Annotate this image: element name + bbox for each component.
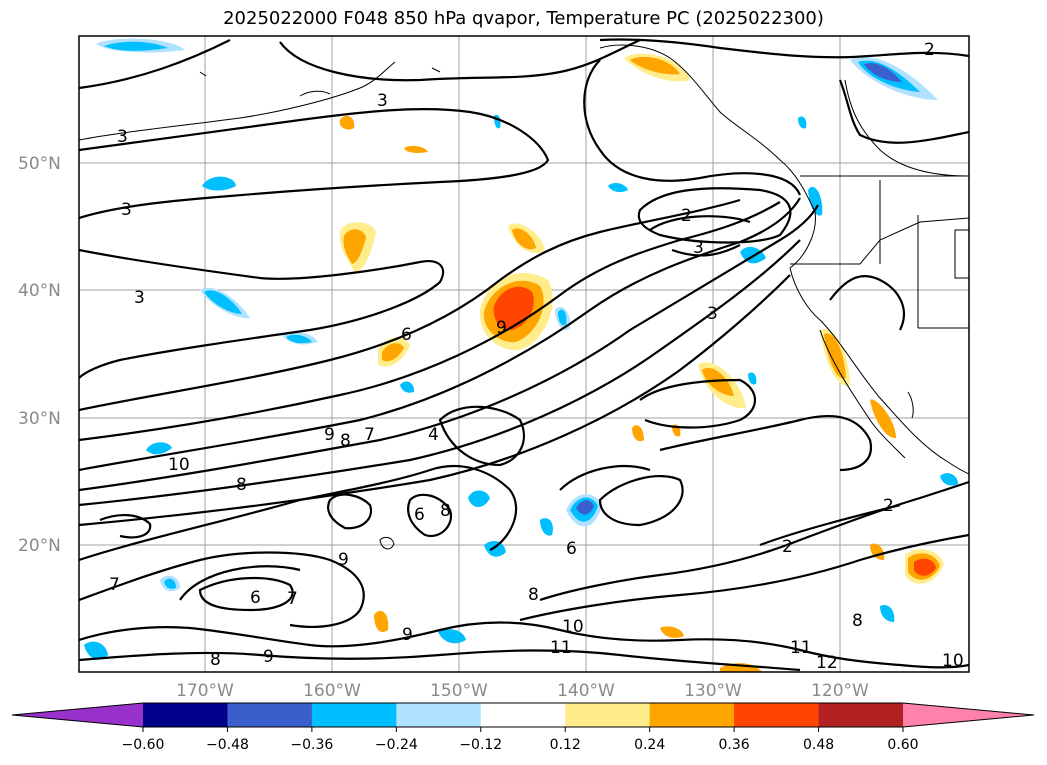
colorbar-segment xyxy=(565,703,651,727)
lon-label: 140°W xyxy=(557,681,615,701)
colorbar-tick-label: 0.60 xyxy=(887,737,918,753)
contour-label: 2 xyxy=(681,206,692,226)
contour-label: 8 xyxy=(236,475,247,495)
map-frame xyxy=(78,35,970,673)
colorbar-tick-label: −0.60 xyxy=(122,737,165,753)
contour-label: 11 xyxy=(790,638,812,658)
lat-label: 20°N xyxy=(18,536,61,556)
contour-label: 6 xyxy=(250,588,261,608)
contour-label: 3 xyxy=(377,91,388,111)
contour-label: 8 xyxy=(210,650,221,670)
lon-label: 130°W xyxy=(684,681,742,701)
contour-label: 8 xyxy=(440,501,451,521)
lat-label: 50°N xyxy=(18,154,61,174)
colorbar-tick-label: 0.48 xyxy=(803,737,834,753)
colorbar-tick-label: 0.24 xyxy=(634,737,665,753)
contour-label: 9 xyxy=(338,550,349,570)
contour-label: 9 xyxy=(402,625,413,645)
contour-label: 2 xyxy=(924,40,935,60)
contour-label: 8 xyxy=(528,585,539,605)
contour-label: 6 xyxy=(401,325,412,345)
colorbar-ticks: −0.60 −0.48 −0.36 −0.24 −0.12 0.12 0.24 0.36 0.4… xyxy=(122,727,919,753)
lon-label: 150°W xyxy=(430,681,488,701)
colorbar-tick-label: 0.36 xyxy=(719,737,750,753)
lon-label: 160°W xyxy=(303,681,361,701)
colorbar-tick-label: −0.12 xyxy=(459,737,502,753)
contour-label: 3 xyxy=(134,288,145,308)
contour-label: 11 xyxy=(550,638,572,658)
lon-label: 120°W xyxy=(811,681,869,701)
colorbar-segment xyxy=(311,703,397,727)
contour-label: 10 xyxy=(942,651,964,671)
lat-label: 40°N xyxy=(18,281,61,301)
colorbar-segment xyxy=(734,703,820,727)
contour-label: 6 xyxy=(414,505,425,525)
colorbar-tick-label: −0.48 xyxy=(206,737,249,753)
contour-label: 9 xyxy=(324,425,335,445)
contour-label: 4 xyxy=(428,425,439,445)
contour-labels: 2 3 3 3 3 2 3 3 6 9 9 8 7 4 10 8 8 6 9 6… xyxy=(109,40,964,673)
temperature-contours xyxy=(79,38,969,672)
contour-label: 7 xyxy=(109,575,120,595)
contour-label: 7 xyxy=(287,589,298,609)
contour-label: 10 xyxy=(562,617,584,637)
lat-label: 30°N xyxy=(18,409,61,429)
lon-label: 170°W xyxy=(176,681,234,701)
contour-label: 8 xyxy=(340,431,351,451)
colorbar-segment xyxy=(227,703,313,727)
contour-label: 9 xyxy=(496,318,507,338)
colorbar-segment xyxy=(480,703,566,727)
colorbar-tick-label: −0.24 xyxy=(375,737,418,753)
map-area xyxy=(79,36,969,672)
contour-label: 8 xyxy=(852,611,863,631)
contour-label: 3 xyxy=(693,238,704,258)
contour-label: 2 xyxy=(883,496,894,516)
contour-label: 10 xyxy=(168,455,190,475)
colorbar-tick-label: 0.12 xyxy=(550,737,581,753)
map-title: 2025022000 F048 850 hPa qvapor, Temperat… xyxy=(223,8,824,29)
colorbar-segment xyxy=(903,703,1034,727)
qvapor-anomaly-fill xyxy=(84,38,958,672)
contour-label: 2 xyxy=(782,537,793,557)
contour-label: 3 xyxy=(121,200,132,220)
coastlines xyxy=(79,44,969,550)
contour-label: 6 xyxy=(566,539,577,559)
colorbar-segment xyxy=(649,703,735,727)
colorbar-segment xyxy=(396,703,482,727)
colorbar-segment xyxy=(12,703,143,727)
contour-label: 3 xyxy=(707,304,718,324)
colorbar-tick-label: −0.36 xyxy=(290,737,333,753)
contour-label: 9 xyxy=(263,647,274,667)
contour-label: 3 xyxy=(117,127,128,147)
colorbar xyxy=(11,702,1035,728)
colorbar-segment xyxy=(143,703,228,727)
contour-label: 12 xyxy=(816,653,838,673)
contour-label: 7 xyxy=(364,425,375,445)
colorbar-segment xyxy=(818,703,904,727)
